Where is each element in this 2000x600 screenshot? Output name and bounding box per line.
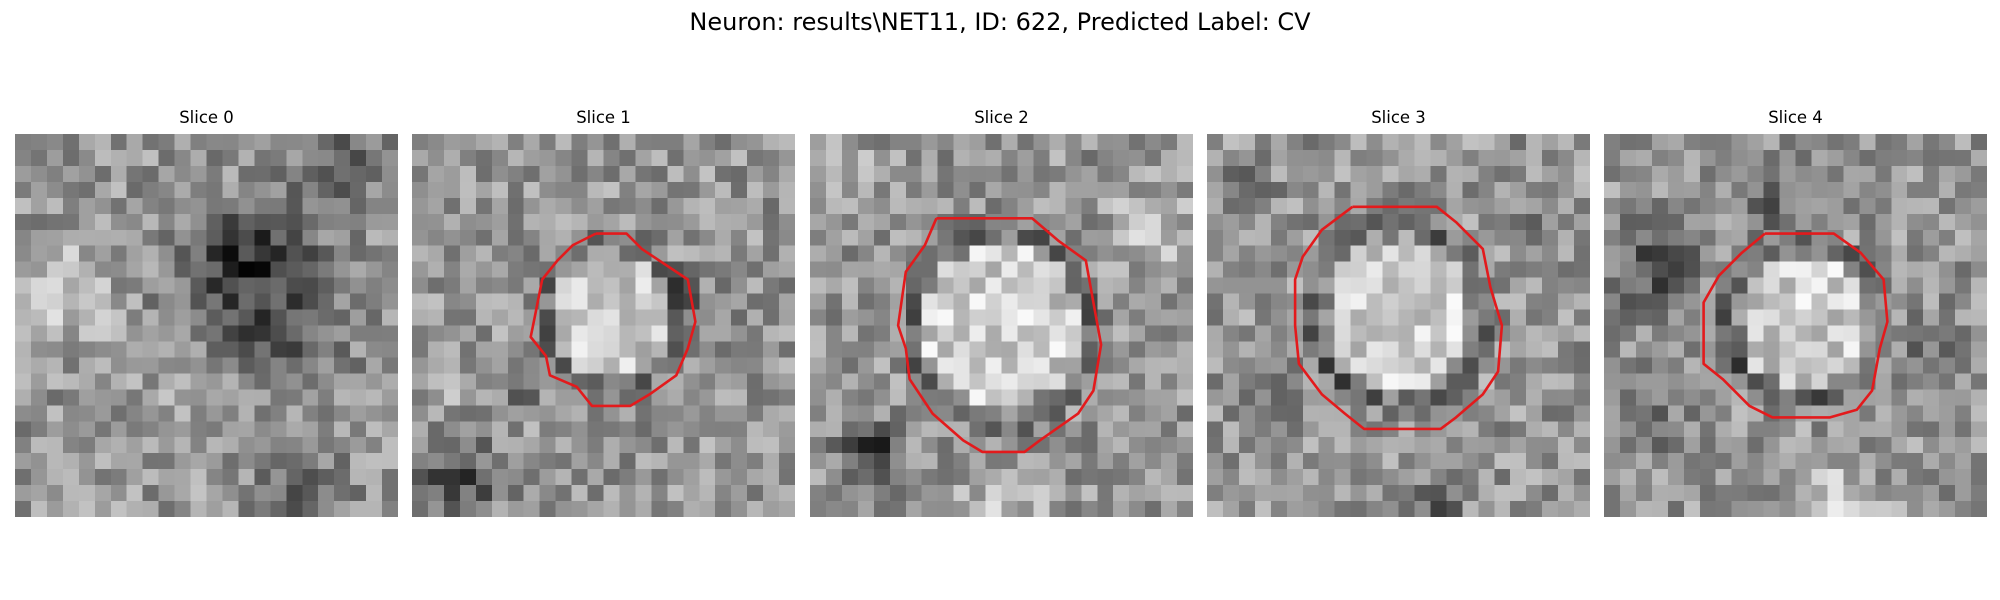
slice-panel-4 — [1604, 134, 1987, 517]
contour-overlay-3 — [1293, 205, 1504, 431]
slice-title-4: Slice 4 — [1768, 108, 1823, 127]
slice-image-1 — [412, 134, 795, 517]
slice-title-2: Slice 2 — [974, 108, 1029, 127]
contour-outline-1 — [529, 232, 697, 408]
contour-overlay-1 — [529, 232, 697, 408]
contour-overlay-4 — [1702, 232, 1889, 419]
slice-panel-2 — [810, 134, 1193, 517]
slice-panel-0 — [15, 134, 398, 517]
slice-panel-1 — [412, 134, 795, 517]
slice-title-0: Slice 0 — [179, 108, 234, 127]
slice-image-3 — [1207, 134, 1590, 517]
slice-panel-3 — [1207, 134, 1590, 517]
contour-outline-4 — [1702, 232, 1889, 419]
slice-title-3: Slice 3 — [1371, 108, 1426, 127]
slice-image-0 — [15, 134, 398, 517]
slice-image-4 — [1604, 134, 1987, 517]
slice-title-1: Slice 1 — [576, 108, 631, 127]
contour-outline-3 — [1293, 205, 1504, 431]
contour-outline-2 — [896, 217, 1103, 454]
figure-title: Neuron: results\NET11, ID: 622, Predicte… — [689, 8, 1311, 36]
contour-overlay-2 — [896, 217, 1103, 454]
